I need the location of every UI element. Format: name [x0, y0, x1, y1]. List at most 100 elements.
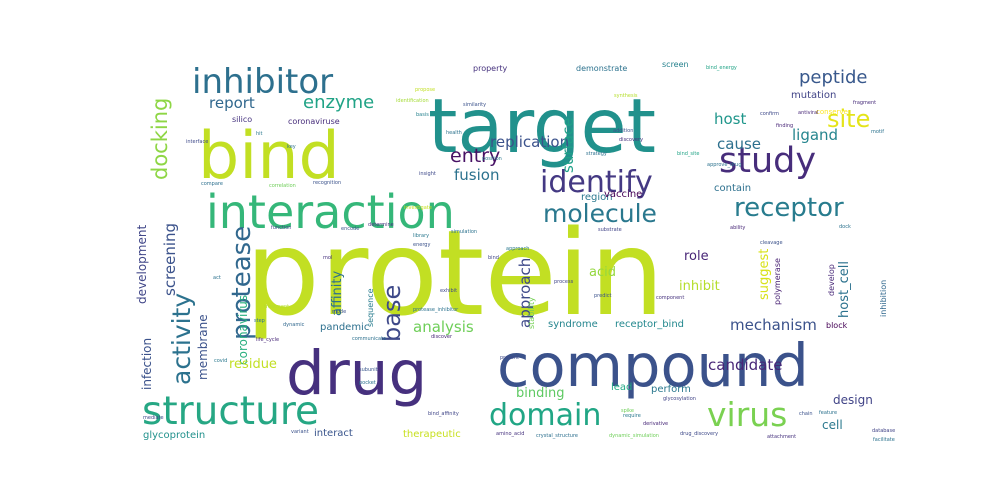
word-docking: docking: [148, 98, 172, 180]
word-variant: variant: [291, 429, 309, 435]
word-correlation: correlation: [269, 183, 296, 189]
word-protein: protein: [245, 204, 664, 342]
word-therapeutic: therapeutic: [403, 429, 461, 440]
word-encode: encode: [341, 226, 359, 232]
word-discovery: discovery: [619, 137, 643, 143]
word-acid: acid: [589, 265, 616, 280]
word-insight: insight: [419, 171, 436, 177]
word-host-cell: host_cell: [837, 261, 852, 318]
word-analysis: analysis: [413, 318, 474, 336]
word-target: target: [428, 82, 656, 170]
word-stability: stability: [527, 297, 536, 329]
word-spike: spike: [621, 408, 634, 414]
word-host: host: [714, 110, 746, 128]
word-surface: surface: [559, 118, 577, 173]
word-glycoprotein: glycoprotein: [143, 430, 205, 441]
word-role: role: [684, 249, 709, 264]
word-design: design: [833, 393, 873, 407]
word-motif: motif: [871, 129, 884, 135]
word-demonstrate: demonstrate: [576, 64, 627, 73]
word-approach: approach: [506, 246, 529, 252]
word-fusion: fusion: [454, 166, 499, 184]
word-mutation: mutation: [791, 90, 836, 101]
word-protease-inhibitor: protease_inhibitor: [413, 307, 459, 313]
word-polymerase: polymerase: [773, 258, 782, 305]
word-covid: covid: [214, 358, 227, 364]
word-finding: finding: [776, 123, 793, 129]
word-pandemic: pandemic: [320, 322, 369, 333]
word-block: block: [826, 321, 848, 330]
word-binding: binding: [516, 386, 564, 401]
word-screening: screening: [161, 223, 179, 296]
word-crystal-structure: crystal_structure: [536, 433, 578, 439]
word-dynamic-simulation: dynamic_simulation: [609, 433, 659, 439]
word-bind-affinity: bind_affinity: [428, 411, 459, 417]
word-mechanism: mechanism: [730, 316, 817, 334]
word-inhibit: inhibit: [679, 279, 720, 294]
word-bind: bind: [198, 119, 340, 194]
word-substrate: substrate: [598, 227, 622, 233]
word-base: base: [378, 285, 406, 342]
word-enzyme: enzyme: [303, 92, 374, 113]
word-step: step: [254, 318, 265, 324]
word-coronavirus: coronavirus: [236, 295, 250, 365]
word-contain: contain: [714, 183, 751, 194]
word-communicate: communicate: [352, 336, 386, 342]
word-dynamic: dynamic: [283, 322, 305, 328]
word-function: function: [271, 225, 291, 231]
word-bind-site: bind_site: [677, 151, 699, 157]
word-receptor-bind: receptor_bind: [615, 319, 684, 330]
word-sequence: sequence: [366, 288, 375, 327]
word-attachment: attachment: [767, 434, 796, 440]
word-require: require: [623, 413, 641, 419]
word-membrane: membrane: [196, 314, 210, 380]
word-identification: identification: [396, 98, 429, 104]
word-predict: predict: [594, 293, 612, 299]
word-residue: residue: [229, 357, 277, 372]
word-drug-discovery: drug_discovery: [680, 431, 718, 437]
word-bind: bind: [488, 255, 499, 261]
word-component: component: [656, 295, 684, 301]
word-perform: perform: [651, 384, 691, 395]
word-syndrome: syndrome: [548, 319, 598, 330]
word-life-cycle: life_cycle: [256, 337, 279, 343]
word-key: key: [287, 144, 296, 150]
word-approve-drug: approve_drug: [707, 162, 742, 168]
word-library: library: [413, 233, 429, 239]
word-drug: drug: [286, 338, 427, 409]
word-receptor: receptor: [734, 193, 844, 223]
word-determine: determine: [368, 222, 394, 228]
word-amino-acid: amino_acid: [496, 431, 524, 437]
word-investigate: investigate: [404, 205, 432, 211]
word-cell: cell: [822, 418, 843, 432]
word-synthesis: synthesis: [614, 93, 638, 99]
word-inhibition: inhibition: [879, 280, 888, 317]
word-glycosylation: glycosylation: [663, 396, 696, 402]
word-present: present: [500, 355, 519, 361]
word-strategy: strategy: [586, 151, 607, 157]
word-derivative: derivative: [643, 421, 668, 427]
word-compound: compound: [497, 331, 809, 400]
word-cleavage: cleavage: [760, 240, 783, 246]
word-exhibit: exhibit: [440, 288, 457, 294]
word-protease: protease: [227, 226, 257, 340]
word-energy: energy: [413, 242, 430, 248]
word-entry: entry: [450, 145, 500, 167]
word-vaccine: vaccine: [604, 189, 642, 200]
word-virus: virus: [707, 395, 787, 434]
word-development: development: [135, 225, 149, 304]
word-addition: addition: [613, 128, 633, 134]
word-study: study: [719, 141, 816, 181]
word-facilitate: facilitate: [873, 437, 895, 443]
word-feature: feature: [819, 410, 837, 416]
word-interface: interface: [186, 139, 208, 145]
word-mediate: mediate: [143, 415, 164, 421]
word-simulation: simulation: [451, 229, 477, 235]
word-lead: lead: [611, 382, 632, 393]
word-compare: compare: [201, 181, 223, 187]
word-site: site: [827, 105, 870, 133]
word-conserve: conserve: [816, 108, 848, 116]
word-interact: interact: [314, 428, 353, 439]
word-health: health: [446, 130, 462, 136]
